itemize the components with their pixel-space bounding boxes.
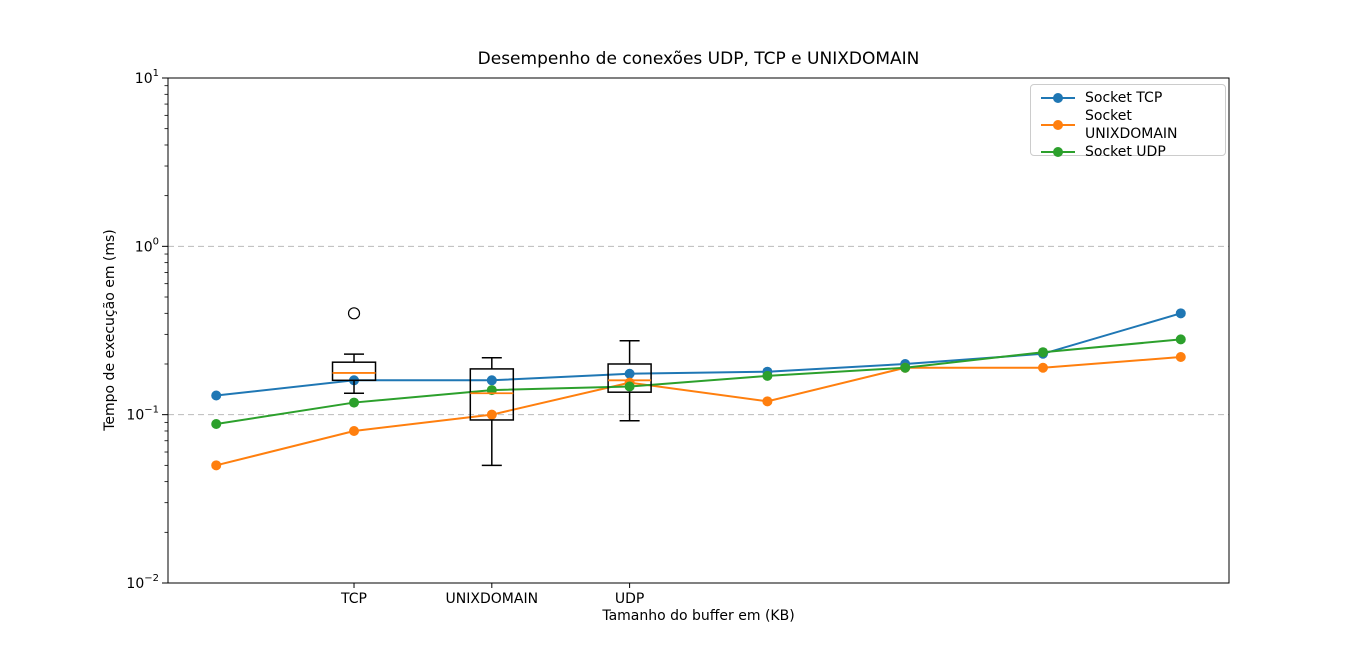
- y-tick-label: 101: [135, 68, 159, 87]
- series-line: [216, 338, 1181, 426]
- y-axis-label: Tempo de execução em (ms): [102, 229, 118, 431]
- legend-label: Socket UNIXDOMAIN: [1085, 108, 1178, 142]
- series-marker: [624, 368, 635, 379]
- legend-line-marker-icon: [1041, 120, 1075, 130]
- series-marker: [1175, 308, 1186, 319]
- series-marker: [486, 409, 497, 420]
- boxplot-box: [469, 368, 515, 421]
- legend-item: Socket TCP: [1040, 89, 1216, 107]
- series-marker: [762, 370, 773, 381]
- legend-label: Socket UDP: [1085, 144, 1166, 160]
- series-marker: [762, 396, 773, 407]
- x-tick-label: UNIXDOMAIN: [446, 591, 539, 607]
- series-marker: [349, 425, 360, 436]
- series-marker: [211, 390, 222, 401]
- chart-title: Desempenho de conexões UDP, TCP e UNIXDO…: [477, 49, 920, 69]
- legend-label: Socket TCP: [1085, 90, 1163, 106]
- y-tick-label: 100: [135, 236, 159, 255]
- legend-line-marker-icon: [1041, 147, 1075, 157]
- boxplot-box: [331, 361, 377, 382]
- plot-border: [167, 77, 1230, 584]
- series-marker: [1175, 334, 1186, 345]
- series-marker: [211, 460, 222, 471]
- series-marker: [1037, 347, 1048, 358]
- series-marker: [1037, 362, 1048, 373]
- legend-line-marker-icon: [1041, 93, 1075, 103]
- series-marker: [624, 381, 635, 392]
- x-axis-label: Tamanho do buffer em (KB): [602, 608, 795, 624]
- legend: Socket TCP Socket UNIXDOMAIN Socket UDP: [1030, 84, 1226, 160]
- series-marker: [349, 397, 360, 408]
- series-line: [215, 356, 1181, 467]
- x-tick-label: TCP: [340, 591, 367, 607]
- series-marker: [900, 362, 911, 373]
- y-tick-label: 10−2: [126, 573, 159, 592]
- series-marker: [1175, 352, 1186, 363]
- series-marker: [486, 375, 497, 386]
- boxplot-box: [607, 363, 652, 393]
- x-tick-label: UDP: [615, 591, 644, 607]
- legend-item: Socket UDP: [1040, 143, 1216, 161]
- y-tick-label: 10−1: [126, 405, 159, 424]
- legend-item: Socket UNIXDOMAIN: [1040, 107, 1216, 143]
- series-marker: [211, 419, 222, 430]
- boxplot-flier: [347, 307, 361, 320]
